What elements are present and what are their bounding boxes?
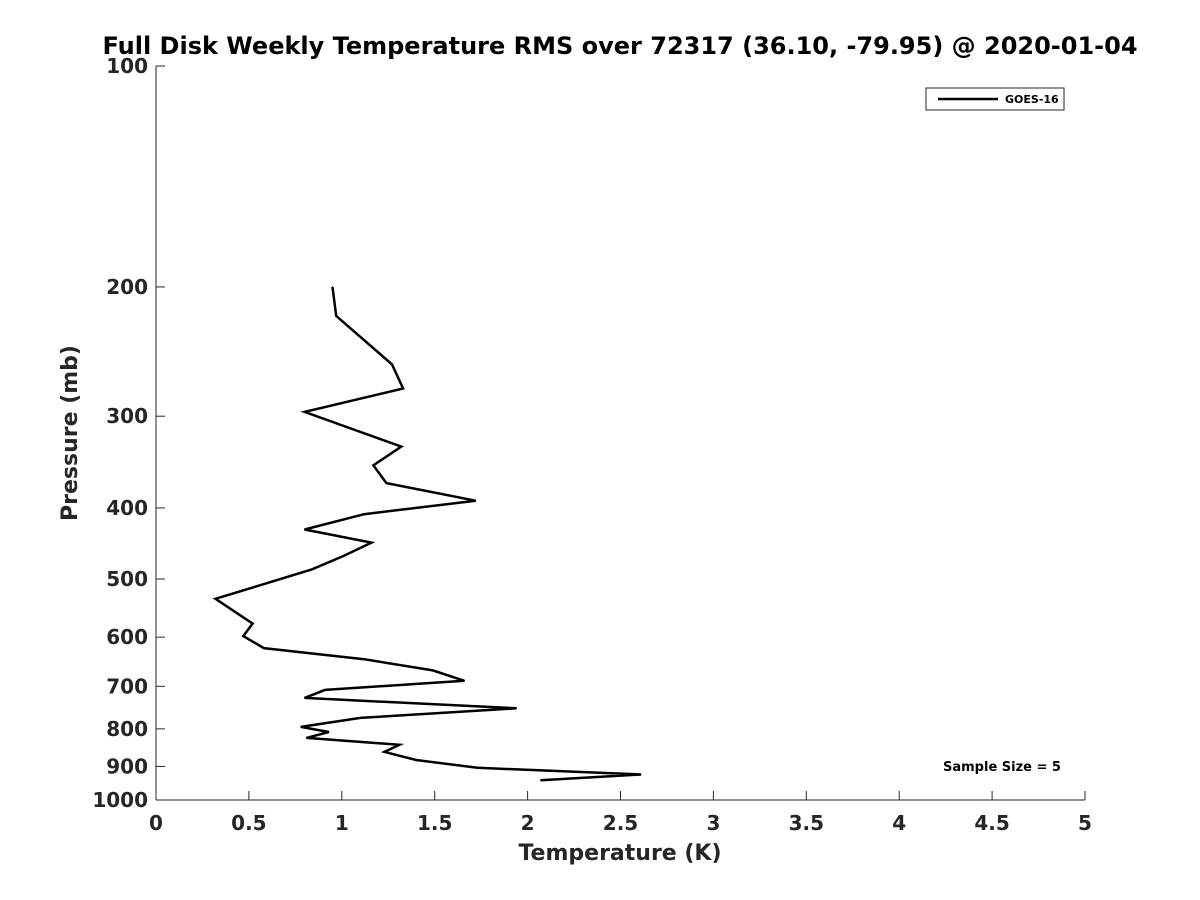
y-tick-label: 500: [106, 567, 148, 591]
series-line-goes-16: [212, 286, 641, 782]
data-point: [415, 759, 417, 761]
data-point: [432, 669, 434, 672]
data-point: [359, 717, 361, 719]
data-point: [242, 635, 244, 637]
data-point: [331, 286, 334, 288]
data-point: [400, 446, 402, 448]
x-tick-label: 4: [892, 811, 906, 835]
data-point: [385, 482, 387, 484]
x-tick-label: 1.5: [417, 811, 452, 835]
x-tick-label: 4.5: [974, 811, 1009, 835]
data-point: [300, 726, 302, 728]
data-point: [370, 542, 373, 544]
data-point: [372, 464, 374, 466]
data-point: [214, 598, 217, 600]
x-tick-label: 2.5: [603, 811, 638, 835]
data-point: [398, 744, 400, 746]
x-tick-label: 2: [521, 811, 535, 835]
y-tick-label: 1000: [92, 788, 148, 812]
y-tick-label: 400: [106, 496, 148, 520]
data-point: [540, 779, 542, 781]
x-tick-label: 3.5: [789, 811, 824, 835]
sample-size-annotation: Sample Size = 5: [943, 760, 1061, 775]
data-point: [640, 773, 642, 776]
data-point: [261, 584, 263, 586]
data-point: [304, 697, 306, 699]
y-tick-label: 900: [106, 754, 148, 778]
data-point: [476, 767, 478, 769]
data-point: [475, 500, 477, 502]
data-point: [383, 751, 386, 753]
data-point: [335, 315, 337, 317]
x-tick-label: 0.5: [231, 811, 266, 835]
y-tick-label: 700: [106, 674, 148, 698]
y-tick-label: 200: [106, 275, 148, 299]
data-point: [463, 680, 465, 682]
data-point: [363, 658, 365, 660]
y-tick-label: 800: [106, 717, 148, 741]
data-point: [311, 568, 313, 570]
x-tick-label: 1: [335, 811, 349, 835]
data-point: [252, 623, 254, 625]
data-point: [515, 707, 518, 709]
data-point: [324, 689, 326, 691]
data-point: [304, 411, 306, 413]
data-point: [305, 737, 308, 739]
y-ticks: 100 200 300 400 500 600 700 800 900 1000: [92, 54, 165, 812]
legend-label-goes-16: GOES-16: [1005, 93, 1059, 106]
y-tick-label: 300: [106, 404, 148, 428]
x-ticks: 0 0.5 1 1.5 2 2.5 3 3.5 4 4.5 5: [149, 791, 1092, 835]
x-axis-label: Temperature (K): [518, 841, 721, 866]
data-point: [304, 528, 306, 531]
series-layer: [212, 286, 642, 782]
data-point: [402, 387, 404, 390]
data-point: [343, 555, 345, 557]
legend: GOES-16: [925, 87, 1065, 111]
data-point: [391, 363, 393, 365]
data-point: [233, 610, 235, 612]
data-point: [263, 647, 265, 649]
y-axis-label: Pressure (mb): [58, 345, 83, 521]
chart-title: Full Disk Weekly Temperature RMS over 72…: [102, 32, 1137, 60]
x-tick-label: 0: [149, 811, 163, 835]
x-tick-label: 3: [706, 811, 720, 835]
x-tick-label: 5: [1078, 811, 1092, 835]
y-tick-label: 100: [106, 54, 148, 78]
data-point: [328, 731, 330, 733]
data-point: [363, 513, 365, 515]
y-tick-label: 600: [106, 625, 148, 649]
